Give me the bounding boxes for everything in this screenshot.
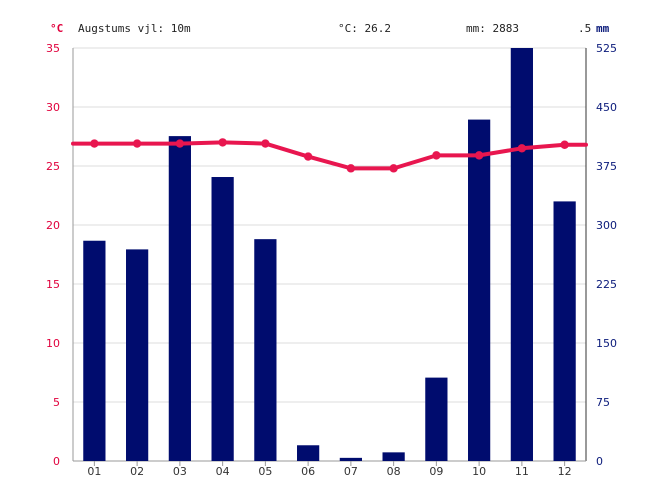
x-tick-label: 12: [558, 465, 572, 478]
temperature-point: [132, 139, 142, 148]
y-left-tick-label: 0: [53, 455, 60, 468]
temperature-point: [175, 139, 185, 148]
y-left-tick-label: 20: [46, 219, 60, 232]
precip-bar: [425, 377, 448, 461]
y-right-tick-label: 525: [596, 42, 617, 55]
temperature-point: [218, 138, 227, 147]
precip-bar: [126, 249, 149, 461]
precip-unit-label: mm: [596, 22, 610, 35]
y-right-tick-label: 300: [596, 219, 617, 232]
extra-label: .5: [578, 22, 592, 35]
y-right-tick-label: 225: [596, 278, 617, 291]
x-tick-label: 02: [130, 465, 144, 478]
y-left-tick-label: 15: [46, 278, 60, 291]
x-tick-label: 09: [429, 465, 443, 478]
temperature-point: [389, 164, 398, 173]
precip-bar: [553, 201, 576, 461]
temperature-point: [261, 139, 270, 148]
temperature-point: [303, 152, 313, 161]
precip-bar: [211, 177, 234, 461]
precip-bar: [168, 136, 191, 461]
y-right-tick-label: 0: [596, 455, 603, 468]
x-tick-label: 05: [258, 465, 272, 478]
precip-bar: [468, 119, 491, 461]
temperature-point: [346, 164, 356, 173]
y-left-tick-label: 5: [53, 396, 60, 409]
y-right-tick-label: 150: [596, 337, 617, 350]
y-left-tick-label: 35: [46, 42, 60, 55]
x-tick-label: 03: [173, 465, 187, 478]
x-tick-label: 11: [515, 465, 529, 478]
y-right-tick-label: 375: [596, 160, 617, 173]
temperature-point: [90, 139, 99, 148]
precip-bar: [382, 452, 405, 461]
avg-temp-label: °C: 26.2: [338, 22, 391, 35]
precip-bar: [339, 457, 362, 461]
location-label: Augstums vjl: 10m: [78, 22, 191, 35]
x-tick-label: 06: [301, 465, 315, 478]
y-left-tick-label: 25: [46, 160, 60, 173]
y-left-tick-label: 30: [46, 101, 60, 114]
x-tick-label: 01: [87, 465, 101, 478]
temperature-point: [517, 144, 527, 153]
y-right-tick-label: 75: [596, 396, 610, 409]
temp-unit-label: °C: [50, 22, 64, 35]
x-tick-label: 10: [472, 465, 486, 478]
y-left-tick-label: 10: [46, 337, 60, 350]
precip-bar: [297, 445, 320, 461]
temperature-point: [432, 151, 441, 160]
temperature-line: [71, 140, 588, 171]
temperature-point: [474, 151, 484, 160]
total-precip-label: mm: 2883: [466, 22, 519, 35]
temperature-point: [560, 140, 569, 149]
x-tick-label: 07: [344, 465, 358, 478]
x-tick-label: 08: [387, 465, 401, 478]
precip-bar: [83, 240, 106, 461]
x-tick-label: 04: [216, 465, 230, 478]
y-right-tick-label: 450: [596, 101, 617, 114]
precip-bar: [510, 48, 533, 461]
precip-bar: [254, 239, 277, 461]
